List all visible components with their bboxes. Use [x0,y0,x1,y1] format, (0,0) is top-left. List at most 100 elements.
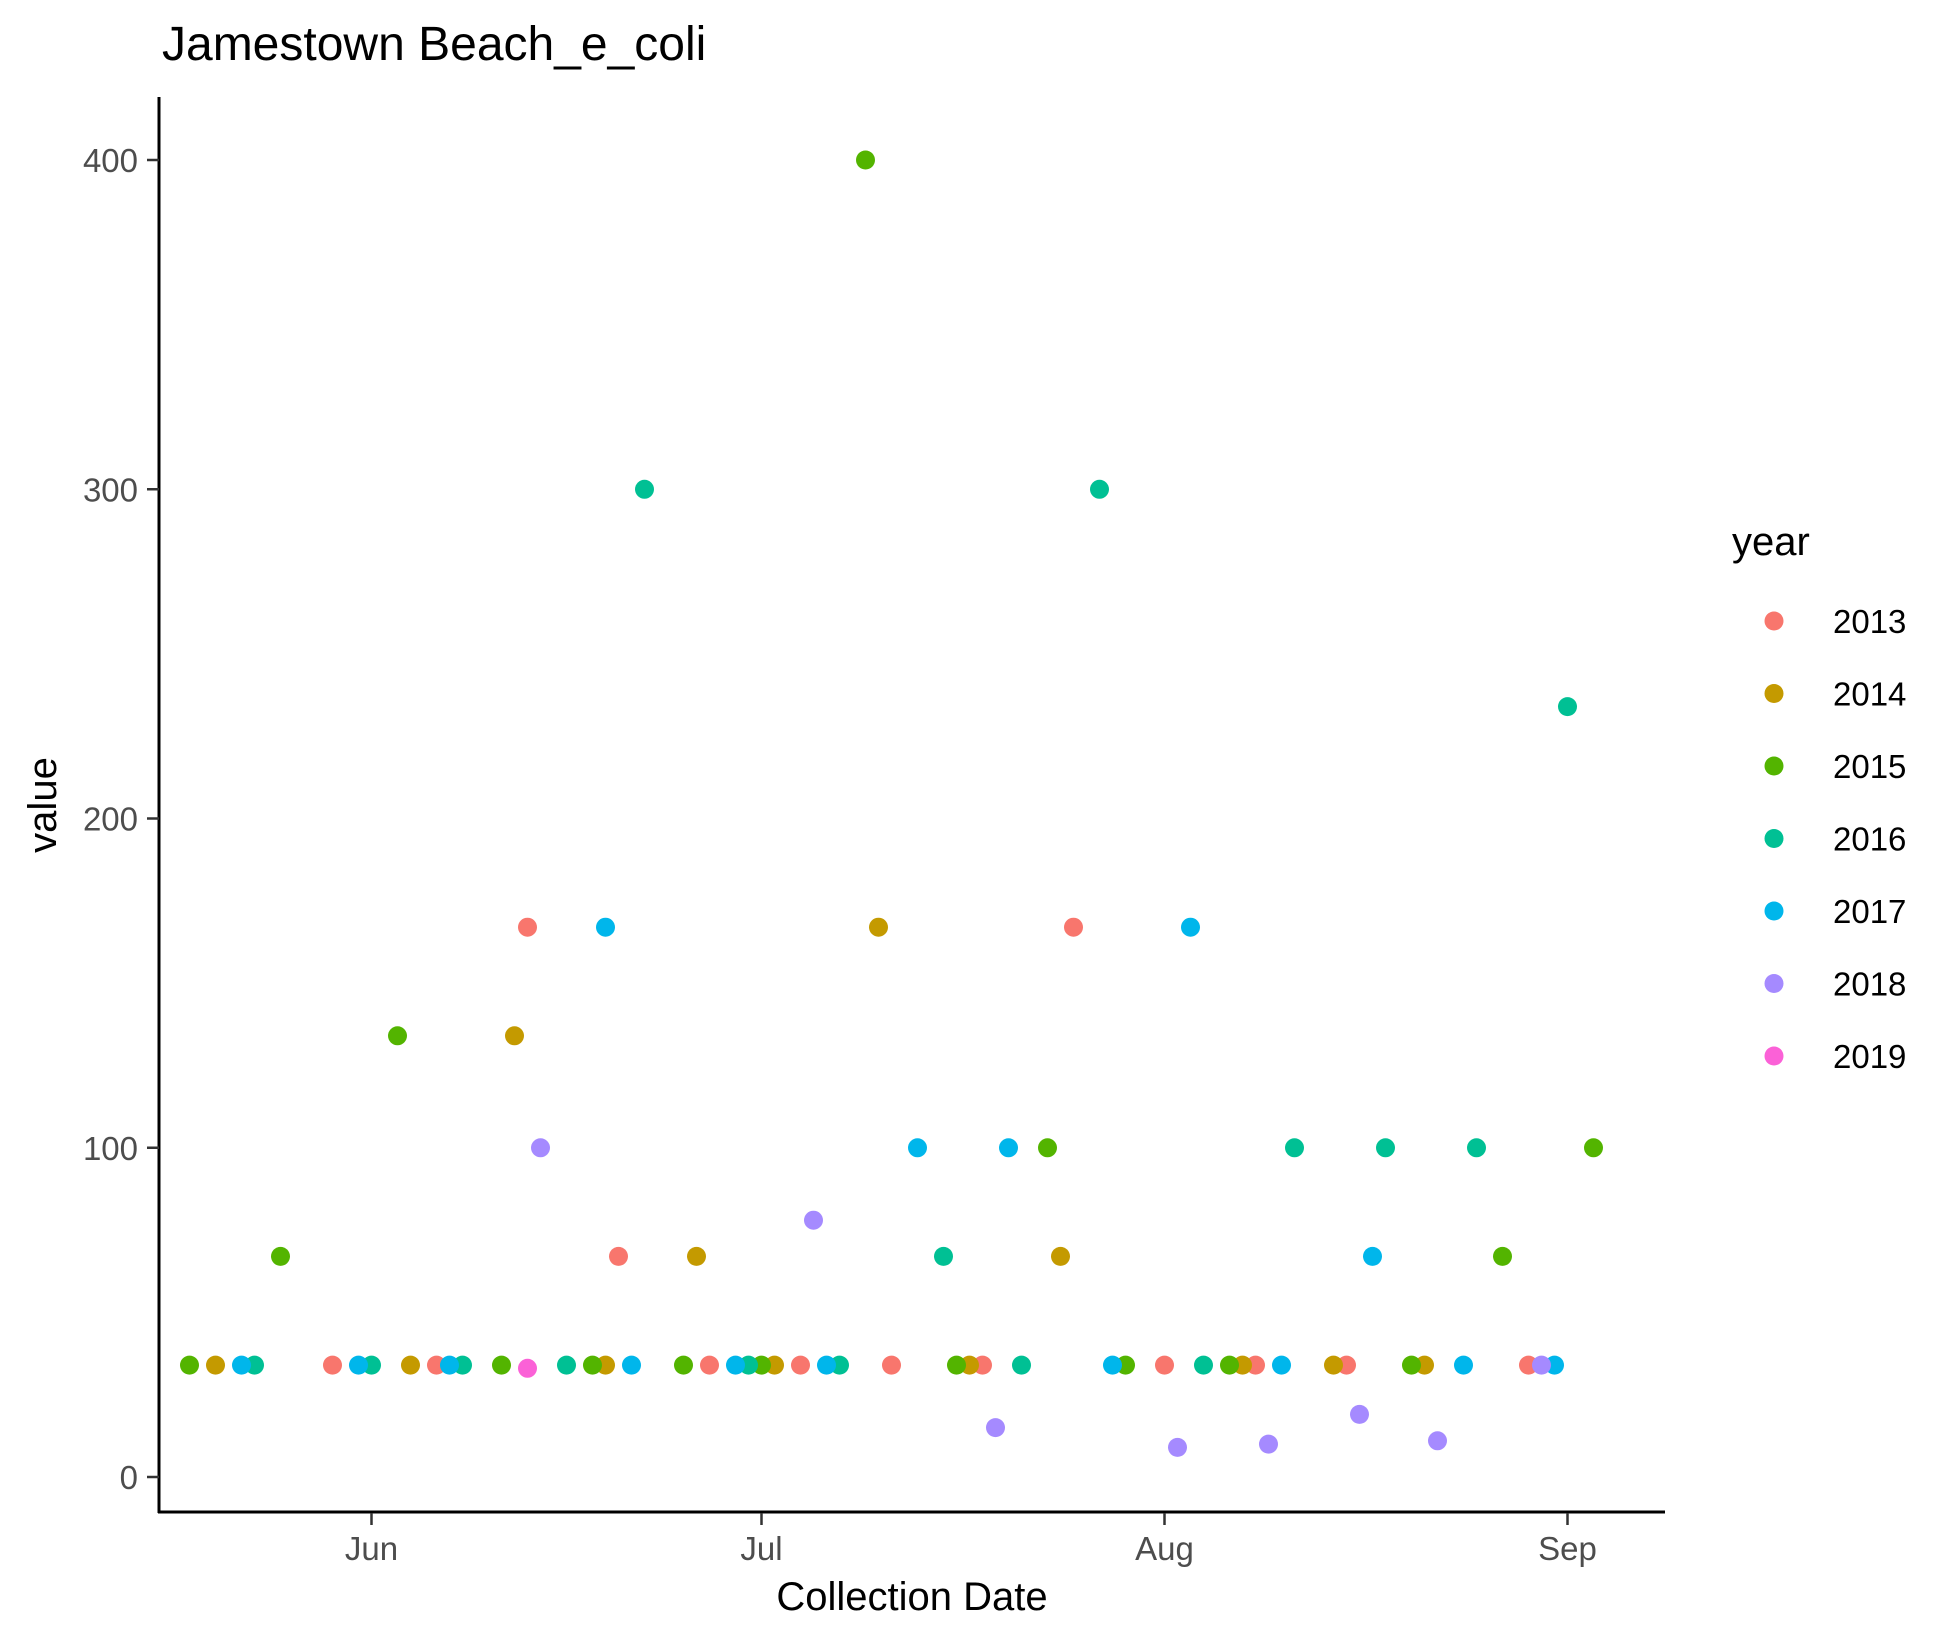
data-point-2015 [1584,1138,1603,1158]
data-point-2018 [1428,1431,1447,1451]
legend-key-2016 [1764,829,1784,848]
data-point-2016 [1376,1138,1395,1158]
data-point-2016 [362,1355,381,1375]
x-tick-label: Aug [1135,1530,1194,1567]
legend-key-2014 [1764,684,1784,703]
data-point-2014 [765,1355,784,1375]
data-point-2014 [869,917,888,937]
x-tick-label: Sep [1538,1530,1597,1567]
data-point-2013 [609,1246,628,1266]
data-point-2013 [323,1355,342,1375]
data-point-2015 [1402,1355,1421,1375]
chart-title: Jamestown Beach_e_coli [162,18,706,71]
y-tick-label: 100 [83,1130,138,1167]
data-point-2017 [622,1355,641,1375]
data-point-2016 [453,1355,472,1375]
y-axis-title: value [21,757,65,853]
data-point-2015 [1038,1138,1057,1158]
data-point-2017 [440,1355,459,1375]
data-point-2017 [1454,1355,1473,1375]
data-point-2019 [518,1358,537,1378]
x-tick-label: Jul [740,1530,782,1567]
data-point-2017 [726,1355,745,1375]
data-point-2016 [1090,479,1109,499]
data-point-2013 [1064,917,1083,937]
data-points [180,150,1603,1457]
legend-key-2018 [1764,974,1784,993]
legend-label-2013: 2013 [1833,603,1906,640]
data-point-2018 [1350,1404,1369,1424]
data-point-2013 [518,917,537,937]
legend-key-2015 [1764,756,1784,776]
data-point-2014 [1324,1355,1343,1375]
legend-label-2014: 2014 [1833,676,1906,713]
legend-key-2017 [1764,901,1784,921]
data-point-2017 [596,917,615,937]
legend-key-2013 [1764,611,1784,631]
legend-title: year [1732,520,1810,564]
data-point-2017 [1272,1355,1291,1375]
data-point-2016 [1285,1138,1304,1158]
data-point-2016 [1194,1355,1213,1375]
data-point-2015 [1493,1246,1512,1266]
x-tick-label: Jun [345,1530,398,1567]
data-point-2015 [1220,1355,1239,1375]
data-point-2015 [583,1355,602,1375]
data-point-2014 [687,1246,706,1266]
legend: year 2013 2014 2015 2016 2017 2018 2019 [1732,520,1906,1075]
data-point-2017 [349,1355,368,1375]
data-point-2013 [882,1355,901,1375]
data-point-2016 [934,1246,953,1266]
data-point-2015 [492,1355,511,1375]
data-point-2018 [804,1210,823,1230]
legend-label-2016: 2016 [1833,821,1906,858]
data-point-2017 [1363,1246,1382,1266]
data-point-2015 [674,1355,693,1375]
plot-panel: 0 100 200 300 400 Jun Jul Aug Sep [83,97,1665,1567]
y-tick-label: 0 [120,1459,138,1496]
data-point-2018 [1259,1434,1278,1454]
data-point-2015 [947,1355,966,1375]
data-point-2016 [245,1355,264,1375]
data-point-2016 [557,1355,576,1375]
data-point-2016 [635,479,654,499]
legend-label-2017: 2017 [1833,893,1906,930]
data-point-2017 [1181,917,1200,937]
legend-label-2015: 2015 [1833,748,1906,785]
legend-items: 2013 2014 2015 2016 2017 2018 2019 [1764,603,1906,1075]
y-tick-label: 300 [83,471,138,508]
data-point-2016 [739,1355,758,1375]
data-point-2015 [388,1026,407,1046]
data-point-2018 [986,1418,1005,1438]
data-point-2016 [1467,1138,1486,1158]
data-point-2016 [1012,1355,1031,1375]
x-axis-title: Collection Date [776,1575,1047,1619]
data-point-2013 [427,1355,446,1375]
data-point-2014 [960,1355,979,1375]
data-point-2016 [830,1355,849,1375]
x-axis-ticks: Jun Jul Aug Sep [345,1513,1597,1567]
y-tick-label: 200 [83,801,138,838]
data-point-2014 [1233,1355,1252,1375]
data-point-2013 [791,1355,810,1375]
data-point-2017 [1103,1355,1122,1375]
data-point-2014 [1051,1246,1070,1266]
data-point-2013 [973,1355,992,1375]
data-point-2016 [1558,697,1577,717]
legend-label-2019: 2019 [1833,1038,1906,1075]
data-point-2015 [271,1246,290,1266]
data-point-2013 [1337,1355,1356,1375]
data-point-2017 [908,1138,927,1158]
data-point-2017 [817,1355,836,1375]
data-point-2014 [401,1355,420,1375]
data-point-2013 [700,1355,719,1375]
y-axis-ticks: 0 100 200 300 400 [83,142,159,1496]
data-point-2014 [1415,1355,1434,1375]
data-point-2018 [1532,1355,1551,1375]
data-point-2015 [856,150,875,170]
data-point-2017 [999,1138,1018,1158]
data-point-2018 [531,1138,550,1158]
y-tick-label: 400 [83,142,138,179]
data-point-2014 [505,1026,524,1046]
data-point-2013 [1155,1355,1174,1375]
